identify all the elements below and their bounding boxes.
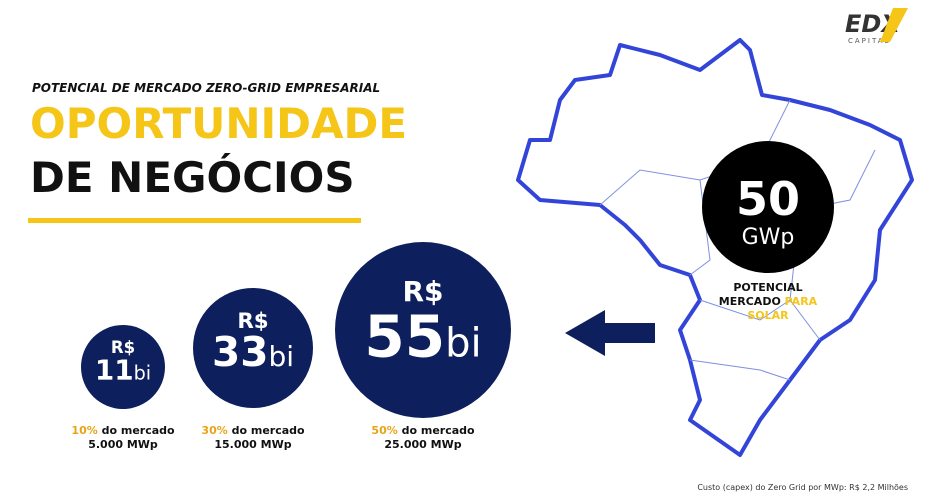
market-amount: 33: [212, 328, 268, 376]
market-share: 50% do mercado: [371, 424, 475, 437]
market-power: 5.000 MWp: [88, 438, 158, 451]
market-unit: bi: [268, 340, 294, 373]
logo-mark: [880, 8, 908, 42]
market-unit: bi: [134, 362, 152, 385]
market-value: 33bi: [212, 328, 294, 376]
logo-sub: CAPITAL: [848, 37, 890, 45]
title-line1: OPORTUNIDADE: [30, 99, 407, 148]
brazil-map: [516, 38, 914, 457]
arrow: [565, 310, 655, 356]
market-circle: [81, 325, 165, 409]
market-currency: R$: [111, 338, 135, 357]
potential-label: MERCADO: [719, 295, 785, 308]
potential-label: MERCADO PARA: [719, 295, 818, 308]
market-circle: [193, 288, 313, 408]
market-power: 15.000 MWp: [214, 438, 291, 451]
market-share-pct: 50%: [371, 424, 397, 437]
market-value: 55bi: [364, 302, 481, 370]
market-circle: [335, 242, 511, 418]
subtitle: POTENCIAL DE MERCADO ZERO-GRID EMPRESARI…: [32, 81, 380, 95]
potential-label: PARA: [785, 295, 818, 308]
footnote: Custo (capex) do Zero Grid por MWp: R$ 2…: [697, 483, 908, 492]
market-share: 30% do mercado: [201, 424, 305, 437]
market-share-text: do mercado: [228, 424, 305, 437]
potential-label: SOLAR: [747, 309, 789, 322]
market-share-text: do mercado: [398, 424, 475, 437]
market-unit: bi: [445, 320, 482, 366]
market-amount: 55: [364, 302, 445, 370]
potential-circle: [702, 141, 834, 273]
potential-unit: GWp: [742, 225, 795, 250]
market-share-pct: 10%: [71, 424, 97, 437]
market-amount: 11: [95, 354, 134, 387]
market-share-text: do mercado: [98, 424, 175, 437]
market-value: 11bi: [95, 354, 151, 387]
potential-amount: 50: [736, 172, 800, 226]
market-currency: R$: [402, 275, 443, 308]
market-currency: R$: [237, 309, 268, 334]
potential-label: POTENCIAL: [733, 281, 802, 294]
market-share-pct: 30%: [201, 424, 227, 437]
market-power: 25.000 MWp: [384, 438, 461, 451]
title-underline: [28, 218, 361, 223]
title-line2: DE NEGÓCIOS: [30, 152, 355, 202]
market-share: 10% do mercado: [71, 424, 175, 437]
